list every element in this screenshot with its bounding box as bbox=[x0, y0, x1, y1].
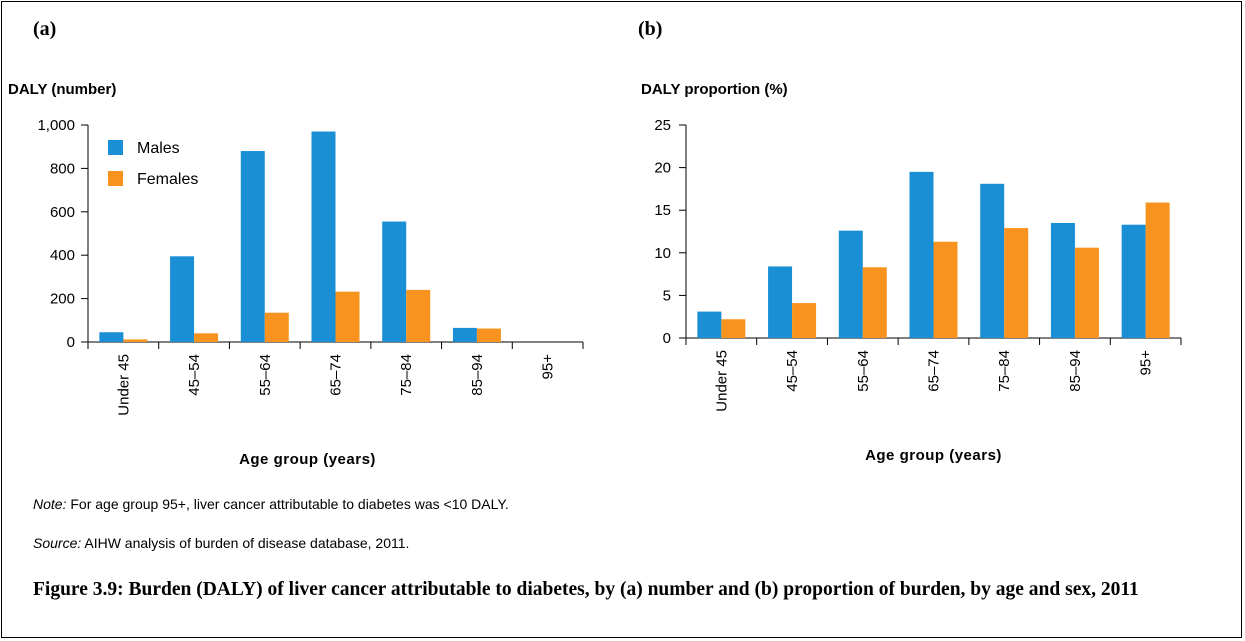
x-tick-label: 45–54 bbox=[784, 350, 801, 392]
bar-females bbox=[721, 319, 746, 338]
y-tick-label: 20 bbox=[654, 160, 671, 177]
bar-males bbox=[980, 183, 1005, 338]
y-tick-label: 200 bbox=[50, 291, 75, 308]
bar-females bbox=[792, 303, 817, 338]
source-lead: Source: bbox=[33, 535, 82, 551]
x-tick-label: 85–94 bbox=[469, 354, 486, 396]
y-tick-label: 15 bbox=[654, 202, 671, 219]
x-axis-label: Age group (years) bbox=[239, 451, 376, 468]
y-tick-label: 1,000 bbox=[37, 117, 75, 134]
panel-b-label: (b) bbox=[638, 18, 663, 40]
bar-females bbox=[194, 333, 219, 342]
y-axis-label: DALY proportion (%) bbox=[641, 81, 788, 98]
x-tick-label: 55–64 bbox=[855, 350, 872, 392]
bar-females bbox=[1074, 247, 1099, 338]
x-tick-label: Under 45 bbox=[713, 350, 730, 412]
bar-males bbox=[382, 221, 407, 342]
x-tick-label: 65–74 bbox=[926, 350, 943, 392]
chart-a-daly-number: DALY (number) 0 200 400 600 800 1,000 Under 45 4… bbox=[8, 81, 584, 468]
legend-label-males: Males bbox=[137, 140, 180, 157]
y-tick-label: 0 bbox=[663, 330, 671, 347]
x-tick-label: 95+ bbox=[540, 354, 557, 380]
x-axis-label: Age group (years) bbox=[865, 447, 1002, 464]
bar-females bbox=[406, 289, 431, 342]
bar-females bbox=[933, 241, 958, 338]
bar-females bbox=[335, 291, 360, 342]
y-tick-label: 400 bbox=[50, 247, 75, 264]
x-tick-label: Under 45 bbox=[115, 354, 132, 416]
bar-females bbox=[476, 328, 501, 342]
x-tick-label: 65–74 bbox=[328, 354, 345, 396]
bar-males bbox=[99, 332, 124, 342]
bar-males bbox=[909, 171, 934, 338]
bar-males bbox=[240, 151, 265, 342]
note-text: For age group 95+, liver cancer attribut… bbox=[66, 496, 509, 512]
x-tick-label: 55–64 bbox=[257, 354, 274, 396]
y-axis-label: DALY (number) bbox=[8, 81, 116, 98]
y-tick-label: 800 bbox=[50, 160, 75, 177]
note-lead: Note: bbox=[33, 496, 67, 512]
y-tick-label: 5 bbox=[663, 287, 671, 304]
x-tick-label: 95+ bbox=[1138, 350, 1155, 376]
bar-males bbox=[697, 311, 722, 338]
x-tick-label: 45–54 bbox=[186, 354, 203, 396]
bar-males bbox=[1121, 224, 1146, 338]
chart-b-daly-proportion: DALY proportion (%) 0 5 10 15 20 25 Under 45 45–… bbox=[641, 81, 1182, 464]
bar-males bbox=[170, 256, 195, 342]
legend-swatch-males bbox=[108, 140, 123, 155]
bar-females bbox=[862, 267, 887, 338]
x-tick-label: 85–94 bbox=[1067, 350, 1084, 392]
bar-males bbox=[1050, 222, 1075, 338]
panel-a-label: (a) bbox=[33, 18, 57, 40]
y-tick-label: 10 bbox=[654, 245, 671, 262]
y-tick-label: 25 bbox=[654, 117, 671, 134]
bar-females bbox=[123, 339, 148, 342]
bar-males bbox=[768, 266, 793, 338]
x-tick-label: 75–84 bbox=[398, 354, 415, 396]
bar-females bbox=[1145, 202, 1170, 338]
y-tick-label: 0 bbox=[67, 334, 75, 351]
bar-females bbox=[264, 312, 289, 342]
legend-swatch-females bbox=[108, 171, 123, 186]
y-tick-label: 600 bbox=[50, 204, 75, 221]
bar-males bbox=[311, 131, 336, 342]
source-line: Source: AIHW analysis of burden of disea… bbox=[33, 535, 409, 551]
figure-caption: Figure 3.9: Burden (DALY) of liver cance… bbox=[33, 579, 1139, 600]
bar-males bbox=[838, 230, 863, 338]
note-line: Note: For age group 95+, liver cancer at… bbox=[33, 496, 509, 512]
source-text: AIHW analysis of burden of disease datab… bbox=[81, 535, 410, 551]
x-tick-label: 75–84 bbox=[996, 350, 1013, 392]
legend-label-females: Females bbox=[137, 171, 198, 188]
bar-females bbox=[1004, 228, 1029, 338]
bar-males bbox=[452, 327, 477, 342]
